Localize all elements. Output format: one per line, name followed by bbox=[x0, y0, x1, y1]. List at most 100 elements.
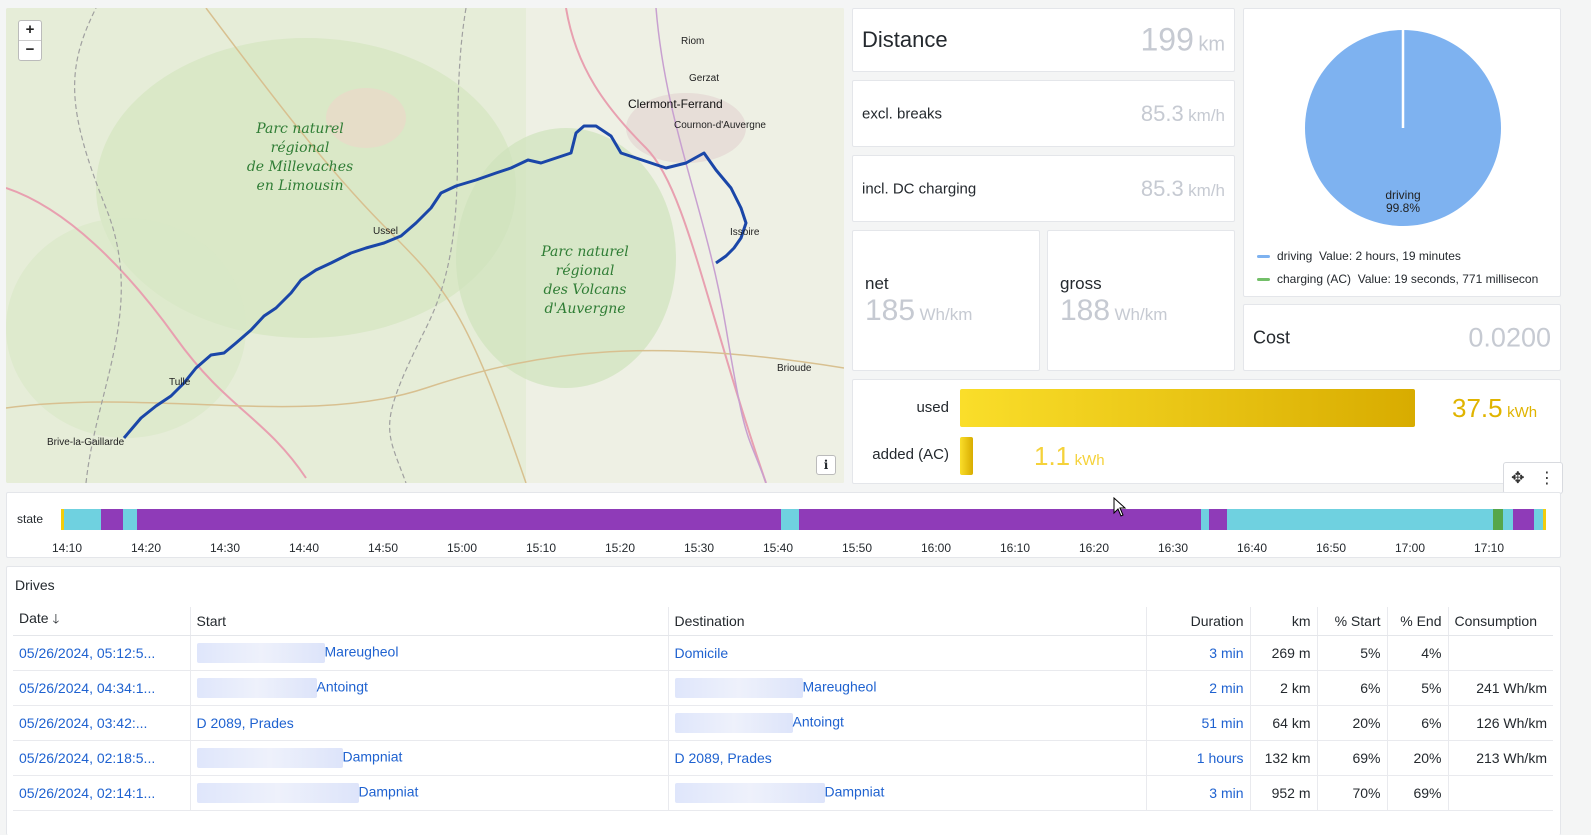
cost-title: Cost bbox=[1253, 327, 1291, 347]
column-header-pct-end[interactable]: % End bbox=[1386, 607, 1448, 636]
destination-cell[interactable]: D 2089, Prades bbox=[667, 740, 1146, 776]
added-bar bbox=[960, 437, 974, 475]
km-cell: 269 m bbox=[1249, 635, 1317, 671]
state-segment[interactable] bbox=[799, 509, 1202, 530]
pct-start-cell: 70% bbox=[1316, 775, 1387, 811]
arrow-down-icon: 🡓 bbox=[52, 611, 60, 626]
axis-tick-label: 15:20 bbox=[604, 541, 636, 555]
consumption-cell: 213 Wh/km bbox=[1447, 740, 1553, 776]
state-segment[interactable] bbox=[1502, 509, 1514, 530]
axis-tick-label: 15:00 bbox=[446, 541, 478, 555]
cost-value: 0.0200 bbox=[1468, 322, 1551, 352]
gross-value: 188 Wh/km bbox=[1060, 294, 1168, 327]
destination-cell[interactable]: Mareugheol bbox=[667, 670, 1146, 706]
duration-cell[interactable]: 51 min bbox=[1145, 705, 1250, 741]
move-icon[interactable]: ✥ bbox=[1511, 470, 1525, 487]
date-cell[interactable]: 05/26/2024, 03:42:... bbox=[13, 705, 190, 741]
destination-cell[interactable]: Dampniat bbox=[667, 775, 1146, 811]
start-cell[interactable]: Mareugheol bbox=[189, 635, 668, 671]
pct-end-cell: 5% bbox=[1386, 670, 1448, 706]
net-title: net bbox=[865, 274, 889, 293]
table-row[interactable]: 05/26/2024, 04:34:1... Antoingt Mareughe… bbox=[13, 670, 1553, 706]
table-row[interactable]: 05/26/2024, 02:14:1... Dampniat Dampniat… bbox=[13, 775, 1553, 811]
state-segment[interactable] bbox=[781, 509, 800, 530]
excl-breaks-value: 85.3 km/h bbox=[1140, 100, 1225, 126]
pct-start-cell: 20% bbox=[1316, 705, 1387, 741]
info-icon[interactable]: i bbox=[816, 455, 836, 475]
column-header-date[interactable]: Date 🡓 bbox=[13, 607, 190, 636]
drives-table: Date 🡓 Start Destination Duration km % S… bbox=[13, 607, 1553, 811]
axis-tick-label: 14:30 bbox=[209, 541, 241, 555]
incl-dc-value: 85.3 km/h bbox=[1140, 175, 1225, 201]
km-cell: 2 km bbox=[1249, 670, 1317, 706]
pie-chart: driving 99.8% bbox=[1305, 30, 1501, 226]
start-cell[interactable]: Dampniat bbox=[189, 775, 668, 811]
axis-tick-label: 16:50 bbox=[1315, 541, 1347, 555]
column-header-start[interactable]: Start bbox=[189, 607, 668, 636]
legend-item-driving[interactable]: driving Value: 2 hours, 19 minutes bbox=[1257, 249, 1461, 263]
incl-dc-panel: incl. DC charging 85.3 km/h bbox=[852, 155, 1235, 222]
date-cell[interactable]: 05/26/2024, 04:34:1... bbox=[13, 670, 190, 706]
place-label: Tulle bbox=[169, 377, 191, 388]
duration-cell[interactable]: 1 hours bbox=[1145, 740, 1250, 776]
table-row[interactable]: 05/26/2024, 03:42:... D 2089, Prades Ant… bbox=[13, 705, 1553, 741]
state-segment[interactable] bbox=[1513, 509, 1535, 530]
start-cell[interactable]: D 2089, Prades bbox=[189, 705, 668, 741]
pie-panel: driving 99.8% driving Value: 2 hours, 19… bbox=[1243, 8, 1561, 297]
duration-cell[interactable]: 3 min bbox=[1145, 635, 1250, 671]
state-segment[interactable] bbox=[1208, 509, 1227, 530]
column-header-duration[interactable]: Duration bbox=[1145, 607, 1250, 636]
column-header-pct-start[interactable]: % Start bbox=[1316, 607, 1387, 636]
pct-end-cell: 6% bbox=[1386, 705, 1448, 741]
state-segment[interactable] bbox=[1201, 509, 1209, 530]
date-cell[interactable]: 05/26/2024, 02:18:5... bbox=[13, 740, 190, 776]
state-segment[interactable] bbox=[1534, 509, 1544, 530]
legend-item-charging[interactable]: charging (AC) Value: 19 seconds, 771 mil… bbox=[1257, 272, 1553, 286]
zoom-out-button[interactable]: − bbox=[19, 40, 41, 60]
start-cell[interactable]: Antoingt bbox=[189, 670, 668, 706]
zoom-in-button[interactable]: + bbox=[25, 21, 35, 38]
net-panel: net 185 Wh/km bbox=[852, 230, 1040, 371]
duration-cell[interactable]: 2 min bbox=[1145, 670, 1250, 706]
axis-tick-label: 15:50 bbox=[841, 541, 873, 555]
place-label: Riom bbox=[681, 36, 704, 47]
km-cell: 952 m bbox=[1249, 775, 1317, 811]
state-segment[interactable] bbox=[1492, 509, 1503, 530]
excl-breaks-title: excl. breaks bbox=[862, 105, 943, 122]
state-segment[interactable] bbox=[1543, 509, 1546, 530]
axis-tick-label: 14:40 bbox=[288, 541, 320, 555]
place-label: Issoire bbox=[730, 227, 760, 238]
place-label: Gerzat bbox=[689, 73, 719, 84]
state-segment[interactable] bbox=[63, 509, 102, 530]
table-row[interactable]: 05/26/2024, 02:18:5... Dampniat D 2089, … bbox=[13, 740, 1553, 776]
state-segment[interactable] bbox=[136, 509, 782, 530]
added-label: added (AC) bbox=[872, 446, 949, 463]
place-label: Cournon-d'Auvergne bbox=[674, 120, 766, 131]
more-options-icon[interactable]: ⋮ bbox=[1538, 470, 1555, 487]
consumption-cell bbox=[1447, 635, 1553, 671]
distance-title: Distance bbox=[862, 27, 948, 52]
date-cell[interactable]: 05/26/2024, 02:14:1... bbox=[13, 775, 190, 811]
state-segment[interactable] bbox=[1226, 509, 1493, 530]
map-canvas[interactable]: Parc naturel régional de Millevaches en Lim… bbox=[6, 8, 844, 483]
consumption-cell: 126 Wh/km bbox=[1447, 705, 1553, 741]
column-header-consumption[interactable]: Consumption bbox=[1447, 607, 1553, 636]
duration-cell[interactable]: 3 min bbox=[1145, 775, 1250, 811]
km-cell: 132 km bbox=[1249, 740, 1317, 776]
table-row[interactable]: 05/26/2024, 05:12:5... Mareugheol Domici… bbox=[13, 635, 1553, 671]
map-panel[interactable]: Parc naturel régional de Millevaches en Lim… bbox=[6, 8, 844, 483]
place-label: Ussel bbox=[373, 226, 398, 237]
incl-dc-title: incl. DC charging bbox=[862, 180, 977, 197]
state-segment[interactable] bbox=[61, 509, 64, 530]
park-label: Parc naturel régional des Volcans d'Auvergn… bbox=[540, 244, 629, 317]
destination-cell[interactable]: Antoingt bbox=[667, 705, 1146, 741]
state-segment[interactable] bbox=[101, 509, 124, 530]
start-cell[interactable]: Dampniat bbox=[189, 740, 668, 776]
added-value: 1.1 kWh bbox=[1034, 441, 1105, 471]
destination-cell[interactable]: Domicile bbox=[667, 635, 1146, 671]
column-header-destination[interactable]: Destination bbox=[667, 607, 1146, 636]
column-header-km[interactable]: km bbox=[1249, 607, 1317, 636]
state-segment[interactable] bbox=[123, 509, 137, 530]
state-timeline[interactable] bbox=[61, 509, 1546, 530]
date-cell[interactable]: 05/26/2024, 05:12:5... bbox=[13, 635, 190, 671]
